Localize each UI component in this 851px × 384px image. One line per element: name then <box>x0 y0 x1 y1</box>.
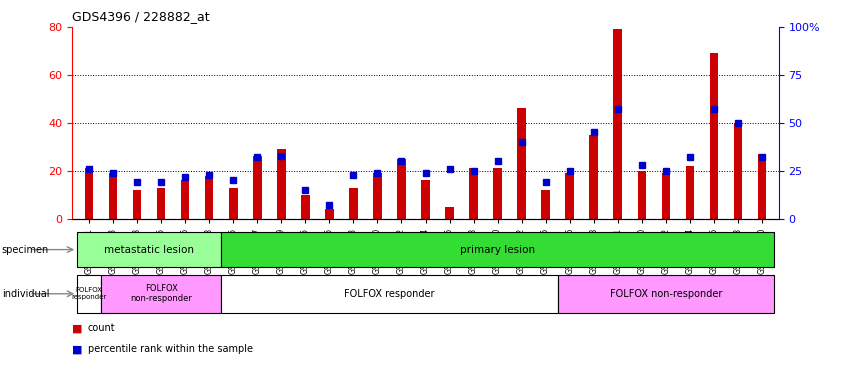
Bar <box>109 173 117 219</box>
Text: FOLFOX responder: FOLFOX responder <box>344 289 435 299</box>
Bar <box>541 190 550 219</box>
Bar <box>734 123 742 219</box>
Bar <box>445 207 454 219</box>
Bar <box>470 169 477 219</box>
Bar <box>397 159 406 219</box>
Bar <box>77 275 101 313</box>
Text: percentile rank within the sample: percentile rank within the sample <box>88 344 253 354</box>
Bar <box>614 29 622 219</box>
Bar <box>710 53 718 219</box>
Bar <box>101 275 221 313</box>
Bar <box>205 176 214 219</box>
Text: GDS4396 / 228882_at: GDS4396 / 228882_at <box>72 10 210 23</box>
Bar <box>637 171 646 219</box>
Bar <box>557 275 774 313</box>
Bar <box>253 157 261 219</box>
Bar <box>661 173 670 219</box>
Bar <box>157 188 165 219</box>
Bar <box>590 135 598 219</box>
Text: ■: ■ <box>72 323 83 333</box>
Bar <box>374 173 381 219</box>
Bar <box>277 149 286 219</box>
Bar <box>325 209 334 219</box>
Bar <box>85 169 94 219</box>
Bar <box>757 154 766 219</box>
Text: specimen: specimen <box>2 245 49 255</box>
Text: individual: individual <box>2 289 49 299</box>
Bar <box>301 195 310 219</box>
Bar <box>221 232 774 267</box>
Bar <box>349 188 357 219</box>
Text: ■: ■ <box>72 344 83 354</box>
Text: primary lesion: primary lesion <box>460 245 535 255</box>
Bar <box>565 173 574 219</box>
Bar <box>686 166 694 219</box>
Text: metastatic lesion: metastatic lesion <box>104 245 194 255</box>
Bar <box>221 275 557 313</box>
Bar <box>77 232 221 267</box>
Bar <box>494 169 502 219</box>
Text: FOLFOX non-responder: FOLFOX non-responder <box>609 289 722 299</box>
Bar <box>517 108 526 219</box>
Bar <box>133 190 141 219</box>
Text: count: count <box>88 323 115 333</box>
Text: FOLFOX
responder: FOLFOX responder <box>71 287 106 300</box>
Bar <box>421 180 430 219</box>
Bar <box>181 180 190 219</box>
Bar <box>229 188 237 219</box>
Text: FOLFOX
non-responder: FOLFOX non-responder <box>130 284 192 303</box>
